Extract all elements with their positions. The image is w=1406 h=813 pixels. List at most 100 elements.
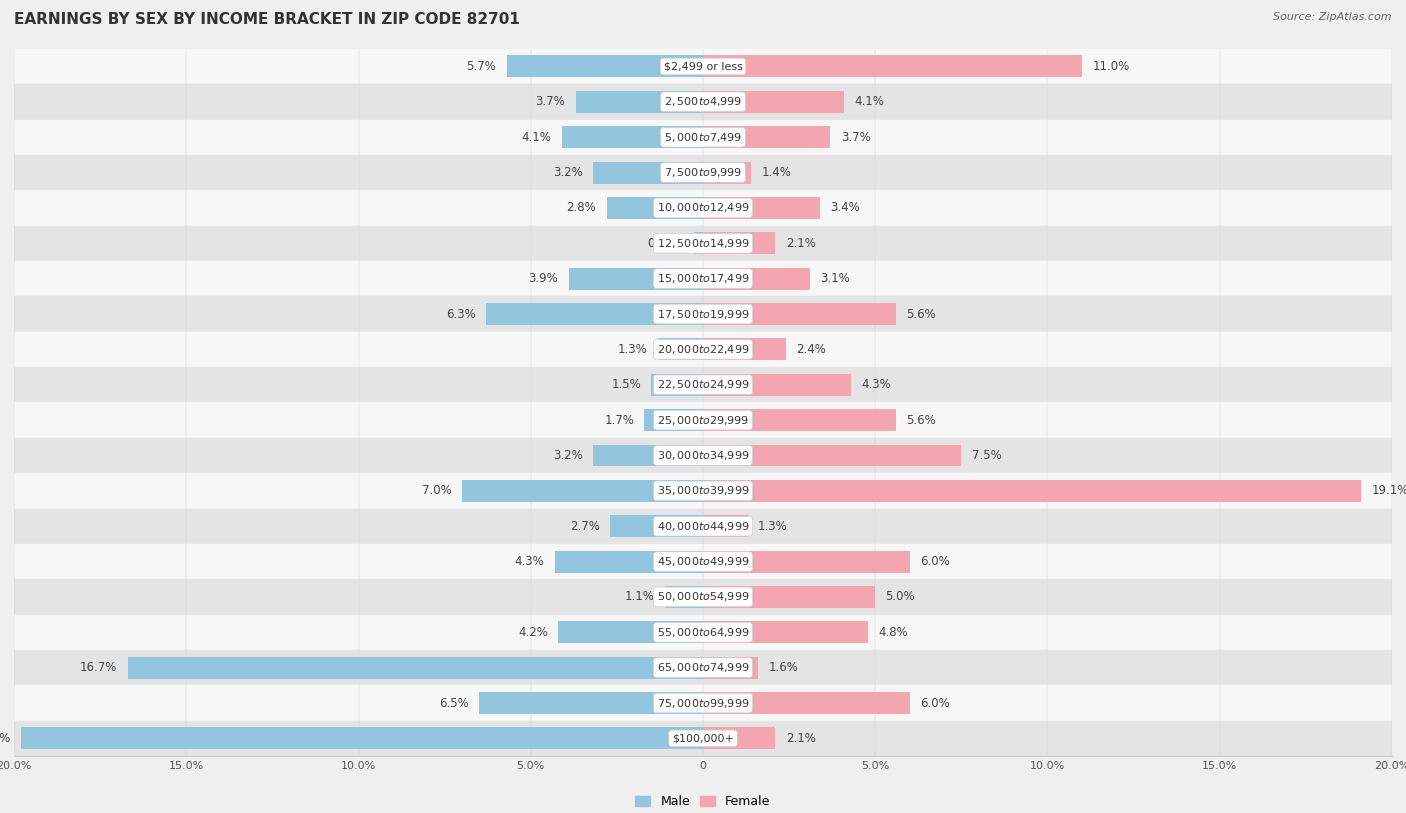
Text: 4.8%: 4.8% (879, 626, 908, 639)
Text: 2.8%: 2.8% (567, 202, 596, 215)
Bar (658, 338, 703, 360)
Bar (14, 297, 1392, 332)
Bar (703, 374, 851, 396)
Text: $30,000 to $34,999: $30,000 to $34,999 (657, 449, 749, 462)
Bar (703, 162, 751, 184)
Text: $2,499 or less: $2,499 or less (664, 62, 742, 72)
Bar (695, 233, 703, 254)
Text: $7,500 to $9,999: $7,500 to $9,999 (664, 166, 742, 179)
Bar (703, 728, 775, 750)
Text: $5,000 to $7,499: $5,000 to $7,499 (664, 131, 742, 144)
Bar (703, 91, 844, 113)
Text: 3.1%: 3.1% (820, 272, 849, 285)
Bar (461, 480, 703, 502)
Text: 6.0%: 6.0% (920, 697, 950, 710)
Bar (14, 226, 1392, 261)
Bar (486, 303, 703, 325)
Bar (703, 657, 758, 679)
Text: $10,000 to $12,499: $10,000 to $12,499 (657, 202, 749, 215)
Bar (703, 233, 775, 254)
Bar (703, 338, 786, 360)
Bar (703, 480, 1361, 502)
Bar (14, 473, 1392, 509)
Text: 4.1%: 4.1% (855, 95, 884, 108)
Bar (568, 267, 703, 289)
Text: 4.1%: 4.1% (522, 131, 551, 144)
Text: 0.25%: 0.25% (647, 237, 685, 250)
Bar (703, 409, 896, 431)
Text: 4.3%: 4.3% (515, 555, 544, 568)
Bar (14, 544, 1392, 579)
Text: 6.3%: 6.3% (446, 307, 475, 320)
Bar (703, 445, 962, 467)
Text: 1.1%: 1.1% (624, 590, 655, 603)
Text: $12,500 to $14,999: $12,500 to $14,999 (657, 237, 749, 250)
Bar (593, 162, 703, 184)
Bar (14, 190, 1392, 226)
Bar (14, 120, 1392, 154)
Text: Source: ZipAtlas.com: Source: ZipAtlas.com (1274, 12, 1392, 22)
Bar (506, 55, 703, 77)
Bar (479, 692, 703, 714)
Text: 11.0%: 11.0% (1092, 60, 1129, 73)
Bar (14, 332, 1392, 367)
Legend: Male, Female: Male, Female (630, 790, 776, 813)
Text: 3.2%: 3.2% (553, 166, 582, 179)
Text: 6.0%: 6.0% (920, 555, 950, 568)
Bar (703, 197, 820, 219)
Bar (555, 550, 703, 572)
Text: 5.0%: 5.0% (886, 590, 915, 603)
Text: 2.7%: 2.7% (569, 520, 599, 533)
Text: $40,000 to $44,999: $40,000 to $44,999 (657, 520, 749, 533)
Text: 19.1%: 19.1% (1371, 485, 1406, 498)
Bar (14, 155, 1392, 190)
Text: 19.8%: 19.8% (0, 732, 11, 745)
Bar (14, 509, 1392, 544)
Bar (606, 197, 703, 219)
Bar (703, 550, 910, 572)
Bar (703, 55, 1083, 77)
Bar (703, 126, 831, 148)
Text: EARNINGS BY SEX BY INCOME BRACKET IN ZIP CODE 82701: EARNINGS BY SEX BY INCOME BRACKET IN ZIP… (14, 12, 520, 27)
Text: $2,500 to $4,999: $2,500 to $4,999 (664, 95, 742, 108)
Bar (575, 91, 703, 113)
Bar (558, 621, 703, 643)
Text: 2.4%: 2.4% (796, 343, 825, 356)
Bar (593, 445, 703, 467)
Bar (14, 650, 1392, 685)
Bar (21, 728, 703, 750)
Text: 6.5%: 6.5% (439, 697, 468, 710)
Bar (665, 586, 703, 608)
Text: $17,500 to $19,999: $17,500 to $19,999 (657, 307, 749, 320)
Text: 1.3%: 1.3% (619, 343, 648, 356)
Bar (703, 692, 910, 714)
Text: $55,000 to $64,999: $55,000 to $64,999 (657, 626, 749, 639)
Bar (14, 579, 1392, 615)
Bar (14, 84, 1392, 120)
Text: 4.2%: 4.2% (519, 626, 548, 639)
Text: 7.5%: 7.5% (972, 449, 1001, 462)
Text: $65,000 to $74,999: $65,000 to $74,999 (657, 661, 749, 674)
Bar (651, 374, 703, 396)
Bar (14, 437, 1392, 473)
Bar (14, 49, 1392, 84)
Text: 3.2%: 3.2% (553, 449, 582, 462)
Text: $20,000 to $22,499: $20,000 to $22,499 (657, 343, 749, 356)
Text: $50,000 to $54,999: $50,000 to $54,999 (657, 590, 749, 603)
Text: $35,000 to $39,999: $35,000 to $39,999 (657, 485, 749, 498)
Bar (703, 586, 875, 608)
Bar (14, 261, 1392, 297)
Text: 7.0%: 7.0% (422, 485, 451, 498)
Bar (703, 267, 810, 289)
Text: 1.5%: 1.5% (612, 378, 641, 391)
Text: 3.7%: 3.7% (536, 95, 565, 108)
Text: 1.4%: 1.4% (762, 166, 792, 179)
Bar (14, 615, 1392, 650)
Bar (610, 515, 703, 537)
Text: 3.9%: 3.9% (529, 272, 558, 285)
Text: 5.7%: 5.7% (467, 60, 496, 73)
Text: 3.7%: 3.7% (841, 131, 870, 144)
Text: 2.1%: 2.1% (786, 732, 815, 745)
Text: 4.3%: 4.3% (862, 378, 891, 391)
Bar (703, 621, 869, 643)
